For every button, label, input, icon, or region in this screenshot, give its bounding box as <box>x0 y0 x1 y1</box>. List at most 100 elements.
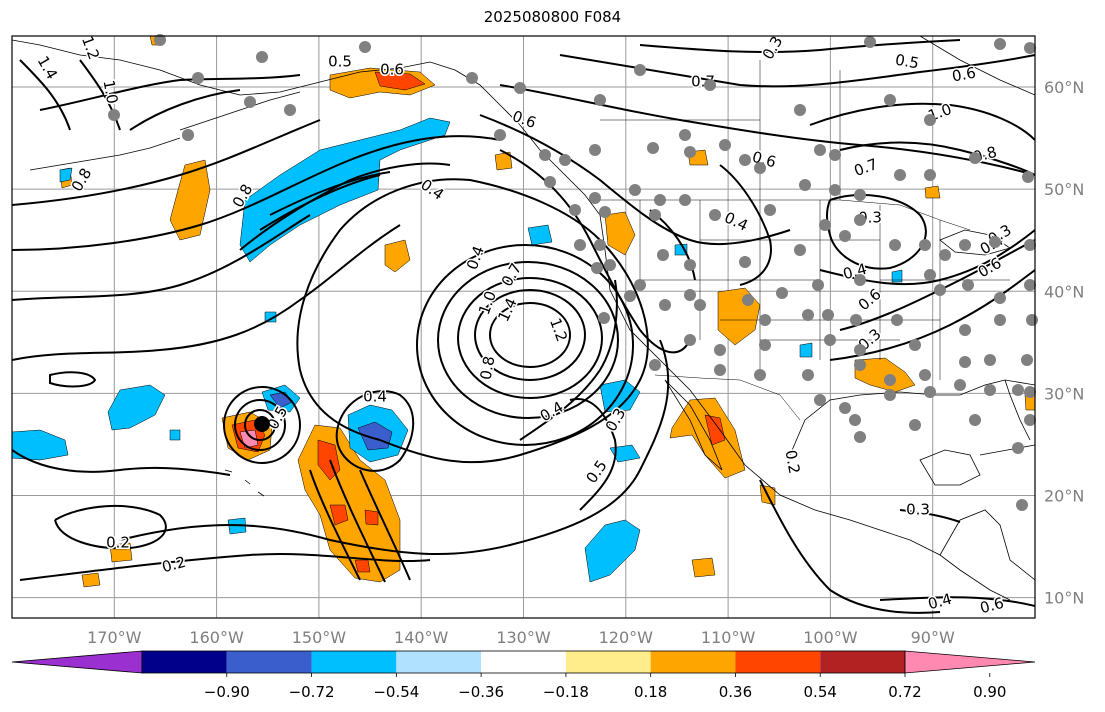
longitude-label: 160°W <box>189 628 244 647</box>
us-mexico-border <box>654 374 801 421</box>
colorbar-box <box>820 651 905 673</box>
station-dot <box>959 239 971 251</box>
shade-orange <box>924 185 941 199</box>
station-dot <box>814 394 826 406</box>
station-dot <box>839 230 851 242</box>
station-dot <box>659 299 671 311</box>
coastlines <box>12 36 1035 601</box>
station-dot <box>962 279 974 291</box>
colorbar-tick-label: −0.18 <box>543 683 589 701</box>
station-dot <box>829 184 841 196</box>
storm-center-marker <box>254 416 270 432</box>
contour <box>296 178 649 464</box>
station-dot <box>959 356 971 368</box>
station-dot <box>934 284 946 296</box>
station-dot <box>284 104 296 116</box>
shade-light-blue <box>527 224 553 246</box>
station-dot <box>1016 499 1028 511</box>
station-dot <box>854 344 866 356</box>
station-dot <box>924 169 936 181</box>
contour <box>489 302 571 368</box>
colorbar-box <box>396 651 482 673</box>
station-dot <box>634 279 646 291</box>
contour <box>19 552 431 581</box>
colorbar-tick-label: 0.36 <box>719 683 752 701</box>
station-dot <box>684 289 696 301</box>
station-dot <box>854 274 866 286</box>
station-dot <box>919 239 931 251</box>
station-dot <box>812 279 824 291</box>
station-dot <box>591 262 603 274</box>
station-dot <box>719 139 731 151</box>
shade-orange <box>854 357 916 393</box>
station-dot <box>654 194 666 206</box>
colorbar-tick-labels: −0.90 −0.72 −0.54 −0.36 −0.18 0.18 0.36 0.54 0.7… <box>204 673 1006 701</box>
contour <box>129 89 241 131</box>
contour <box>79 59 121 131</box>
station-dot <box>624 290 636 302</box>
station-dot <box>569 204 581 216</box>
shade-red <box>374 71 426 91</box>
station-dot <box>739 256 751 268</box>
shade-red <box>329 504 349 526</box>
station-dot <box>984 354 996 366</box>
station-dot <box>256 51 268 63</box>
station-dot <box>192 72 204 84</box>
shade-light-blue <box>59 167 73 183</box>
station-dot <box>759 314 771 326</box>
station-dot <box>1012 442 1024 454</box>
station-dot <box>799 179 811 191</box>
colorbar-box <box>142 651 227 673</box>
station-dot <box>657 249 669 261</box>
station-dot <box>854 214 866 226</box>
contour-label: 0.4 <box>363 388 387 406</box>
station-dot <box>994 292 1006 304</box>
station-dot <box>884 389 896 401</box>
station-dot <box>889 239 901 251</box>
contour <box>12 224 401 361</box>
station-dot <box>634 64 646 76</box>
colorbar-tick-label: 0.18 <box>634 683 667 701</box>
longitude-labels: 170°W 160°W 150°W 140°W 130°W 120°W 110°W 100°W… <box>87 628 955 647</box>
map-frame <box>11 35 1036 619</box>
longitude-label: 100°W <box>803 628 858 647</box>
station-dot <box>802 369 814 381</box>
latitude-label: 40°N <box>1044 282 1084 301</box>
contour <box>499 84 1035 176</box>
longitude-label: 110°W <box>701 628 756 647</box>
contour <box>829 269 1035 361</box>
station-dot <box>684 334 696 346</box>
baja-california <box>664 379 723 471</box>
hudson-bay <box>919 36 1035 96</box>
colorbar-box <box>735 651 821 673</box>
latitude-label: 20°N <box>1044 486 1084 505</box>
contour <box>54 505 167 550</box>
gulf-coast <box>789 379 1035 456</box>
longitude-label: 130°W <box>496 628 551 647</box>
yucatan <box>919 449 981 486</box>
contour-label: 0.5 <box>328 53 352 71</box>
station-dot <box>822 309 834 321</box>
station-dot <box>854 359 866 371</box>
map-title: 2025080800 F084 <box>483 8 622 26</box>
station-dot <box>466 72 478 84</box>
station-dot <box>704 79 716 91</box>
station-dot <box>589 192 601 204</box>
station-dot <box>969 414 981 426</box>
station-dot <box>714 364 726 376</box>
station-dot <box>854 431 866 443</box>
station-dot <box>1012 384 1024 396</box>
cuba <box>979 444 1035 456</box>
station-dot <box>714 344 726 356</box>
station-dot <box>604 259 616 271</box>
station-dot <box>802 309 814 321</box>
colorbar <box>11 650 1036 674</box>
station-dot <box>514 82 526 94</box>
station-dot <box>776 287 788 299</box>
central-america <box>939 509 1035 581</box>
longitude-label: 150°W <box>292 628 347 647</box>
contour <box>309 469 361 581</box>
contour <box>879 596 1035 607</box>
contour-label: 0.4 <box>926 590 954 614</box>
